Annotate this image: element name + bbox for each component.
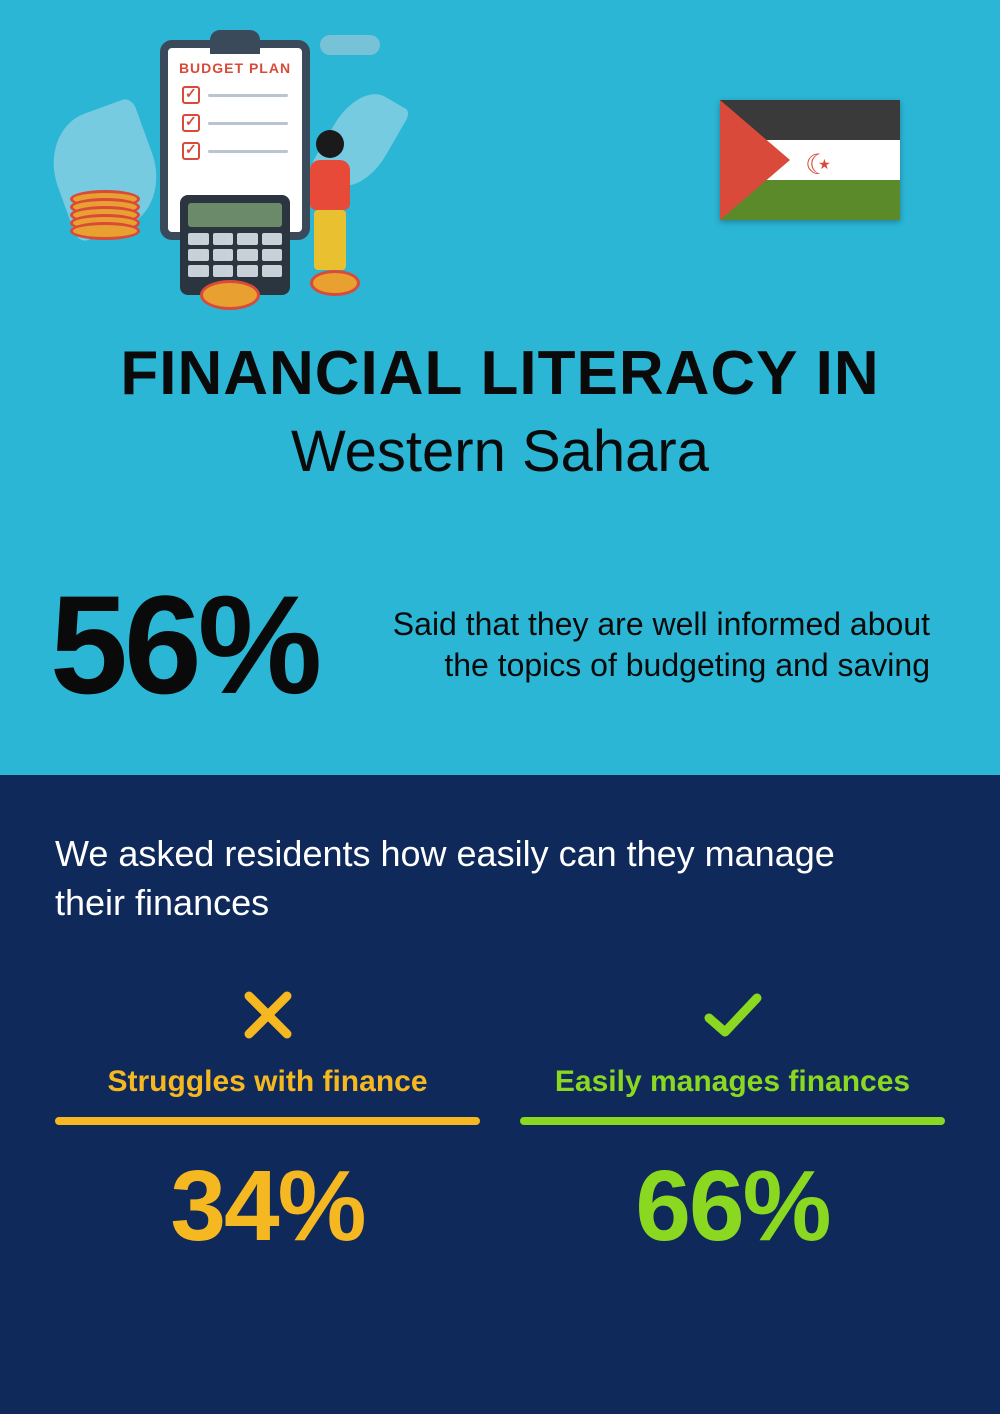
- coin-icon: [200, 280, 260, 310]
- person-icon: [305, 130, 355, 280]
- flag-crescent-star-icon: ☾★: [805, 148, 831, 181]
- header-row: BUDGET PLAN: [50, 30, 950, 310]
- result-manages: Easily manages finances 66%: [520, 987, 945, 1264]
- main-stat-description: Said that they are well informed about t…: [348, 604, 950, 687]
- main-stat-row: 56% Said that they are well informed abo…: [50, 575, 950, 715]
- x-icon: [55, 987, 480, 1057]
- western-sahara-flag: ☾★: [720, 100, 900, 220]
- divider: [520, 1117, 945, 1125]
- result-struggles: Struggles with finance 34%: [55, 987, 480, 1264]
- top-section: BUDGET PLAN: [0, 0, 1000, 775]
- title-country: Western Sahara: [50, 418, 950, 485]
- result-label-manages: Easily manages finances: [520, 1065, 945, 1099]
- divider: [55, 1117, 480, 1125]
- check-icon: [520, 987, 945, 1057]
- survey-question: We asked residents how easily can they m…: [55, 830, 875, 927]
- result-percent-manages: 66%: [520, 1149, 945, 1264]
- infographic-page: BUDGET PLAN: [0, 0, 1000, 1414]
- survey-results: Struggles with finance 34% Easily manage…: [55, 987, 945, 1264]
- budget-plan-illustration: BUDGET PLAN: [50, 30, 390, 310]
- result-label-struggles: Struggles with finance: [55, 1065, 480, 1099]
- cloud-decoration: [320, 35, 380, 55]
- title-main: FINANCIAL LITERACY IN: [50, 340, 950, 408]
- title-block: FINANCIAL LITERACY IN Western Sahara: [50, 340, 950, 485]
- result-percent-struggles: 34%: [55, 1149, 480, 1264]
- coins-icon: [70, 200, 140, 260]
- bottom-section: We asked residents how easily can they m…: [0, 775, 1000, 1414]
- clipboard-title: BUDGET PLAN: [168, 60, 302, 76]
- main-stat-percent: 56%: [50, 575, 318, 715]
